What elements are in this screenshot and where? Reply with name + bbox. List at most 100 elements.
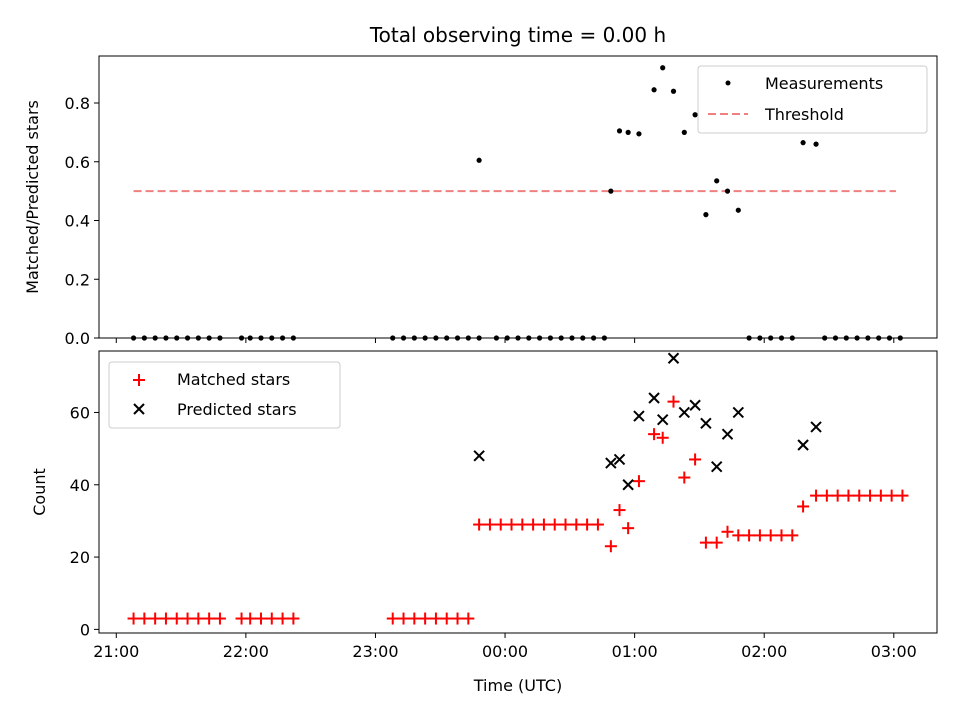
predicted-star-point: [710, 460, 723, 473]
matched-star-point: [505, 518, 518, 531]
measurement-point: [195, 335, 201, 341]
matched-star-point: [548, 518, 561, 531]
measurement-point: [703, 212, 709, 218]
top-x-ticks: [115, 338, 895, 343]
predicted-star-point: [810, 421, 822, 433]
matched-star-point: [462, 612, 475, 625]
y-tick-label: 0: [80, 620, 90, 639]
measurement-point: [238, 335, 245, 341]
matched-star-point: [244, 612, 257, 625]
measurement-point: [536, 335, 543, 341]
matched-star-point: [537, 518, 550, 531]
measurement-point: [692, 112, 698, 118]
matched-star-point: [570, 518, 583, 531]
measurement-point: [865, 335, 871, 341]
x-tick-label: 03:00: [871, 642, 917, 661]
predicted-star-point: [633, 410, 645, 422]
measurement-point: [800, 140, 806, 146]
predicted-star-point: [622, 479, 634, 491]
matched-star-point: [831, 489, 844, 502]
predicted-star-point: [667, 352, 680, 364]
bottom-axes-frame: [98, 350, 938, 634]
top-axes: 0.00.20.40.60.8 Matched/Predicted stars …: [23, 55, 938, 348]
predicted-star-point: [732, 406, 745, 419]
measurement-point: [724, 188, 731, 194]
measurement-point: [526, 335, 532, 341]
bottom-y-ticks: 0 20 40 60: [70, 403, 99, 639]
matched-star-point: [721, 525, 734, 538]
measurement-point: [897, 335, 903, 341]
legend-measurements-marker: [725, 80, 731, 86]
measurement-point: [247, 335, 253, 341]
legend-measurements-label: Measurements: [765, 74, 883, 93]
matched-star-point: [853, 489, 866, 502]
measurement-point: [258, 335, 264, 341]
matched-star-point: [494, 518, 507, 531]
measurement-points: [130, 65, 903, 341]
predicted-star-point: [797, 439, 809, 451]
measurement-point: [580, 335, 586, 341]
measurement-point: [269, 335, 275, 341]
measurement-point: [768, 335, 774, 341]
matched-star-point: [181, 612, 194, 625]
matched-star-point: [613, 504, 626, 517]
predicted-star-point: [689, 399, 701, 411]
matched-star-point: [213, 612, 226, 625]
matched-star-point: [622, 522, 635, 535]
matched-star-point: [604, 540, 617, 553]
measurement-point: [636, 131, 642, 137]
measurement-point: [422, 335, 428, 341]
measurement-point: [493, 335, 500, 341]
measurement-point: [476, 157, 482, 163]
matched-star-point: [710, 536, 723, 549]
measurement-point: [601, 335, 607, 341]
predicted-star-point: [613, 453, 626, 466]
measurement-point: [130, 335, 137, 341]
matched-star-point: [159, 612, 172, 625]
measurement-point: [813, 141, 819, 147]
matched-star-point: [559, 518, 572, 531]
x-tick-label: 22:00: [223, 642, 269, 661]
matched-star-point: [254, 612, 267, 625]
measurement-point: [141, 335, 147, 341]
measurement-point: [206, 335, 212, 341]
x-tick-label: 02:00: [741, 642, 787, 661]
measurement-point: [681, 129, 687, 135]
chart-title: Total observing time = 0.00 h: [369, 23, 666, 47]
matched-star-point: [170, 612, 183, 625]
measurement-point: [714, 178, 720, 184]
predicted-star-point: [648, 392, 660, 404]
matched-star-point: [656, 431, 669, 444]
measurement-point: [778, 335, 785, 341]
predicted-star-points: [473, 352, 822, 491]
measurement-point: [757, 335, 763, 341]
measurement-point: [390, 335, 396, 341]
matched-star-point: [287, 612, 300, 625]
measurement-point: [832, 335, 839, 341]
measurement-point: [504, 335, 510, 341]
top-y-ticks: 0.0 0.2 0.4 0.6 0.8: [65, 94, 99, 348]
matched-star-point: [699, 536, 712, 549]
x-tick-label: 23:00: [352, 642, 398, 661]
top-y-axis-label: Matched/Predicted stars: [23, 100, 42, 294]
measurement-point: [444, 335, 450, 341]
matched-star-point: [581, 518, 594, 531]
measurement-point: [625, 129, 631, 135]
measurement-point: [184, 335, 191, 341]
y-tick-label: 20: [70, 548, 90, 567]
measurement-point: [411, 335, 417, 341]
bottom-legend-box: [108, 361, 341, 429]
y-tick-label: 0.8: [65, 94, 90, 113]
measurement-point: [217, 335, 223, 341]
matched-star-point: [192, 612, 205, 625]
measurement-point: [789, 335, 795, 341]
matched-star-point: [386, 612, 399, 625]
x-tick-label: 21:00: [93, 642, 139, 661]
matched-star-point: [797, 500, 810, 513]
matched-star-point: [127, 612, 140, 625]
matched-star-point: [483, 518, 496, 531]
measurement-point: [163, 335, 169, 341]
matched-star-point: [753, 529, 766, 542]
matched-star-point: [473, 518, 486, 531]
matched-star-point: [732, 529, 745, 542]
